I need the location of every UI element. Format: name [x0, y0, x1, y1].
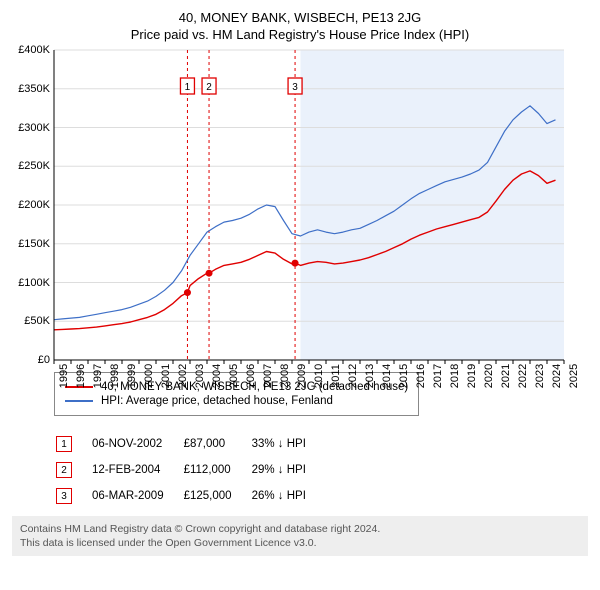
x-tick-label: 2009 [292, 364, 308, 388]
x-tick-label: 2012 [343, 364, 359, 388]
event-delta: 29% ↓ HPI [252, 458, 324, 482]
x-tick-label: 1998 [105, 364, 121, 388]
event-marker-badge: 2 [56, 462, 72, 478]
x-tick-label: 2021 [496, 364, 512, 388]
y-tick-label: £100K [18, 277, 54, 289]
x-tick-label: 2022 [513, 364, 529, 388]
x-tick-label: 2001 [156, 364, 172, 388]
y-tick-label: £250K [18, 160, 54, 172]
x-tick-label: 1996 [71, 364, 87, 388]
event-date: 06-MAR-2009 [92, 484, 182, 508]
event-price: £112,000 [184, 458, 250, 482]
x-tick-label: 1995 [54, 364, 70, 388]
y-tick-label: £50K [24, 315, 54, 327]
x-tick-label: 2010 [309, 364, 325, 388]
y-tick-label: £400K [18, 44, 54, 56]
event-marker-badge: 1 [56, 436, 72, 452]
x-tick-label: 2002 [173, 364, 189, 388]
sale-marker-1: 1 [180, 78, 194, 94]
title-line-1: 40, MONEY BANK, WISBECH, PE13 2JG [12, 10, 588, 25]
x-tick-label: 2000 [139, 364, 155, 388]
disclaimer: Contains HM Land Registry data © Crown c… [12, 516, 588, 556]
event-price: £87,000 [184, 432, 250, 456]
y-tick-label: £350K [18, 83, 54, 95]
disclaimer-line-1: Contains HM Land Registry data © Crown c… [20, 522, 580, 536]
y-tick-label: £0 [38, 354, 54, 366]
svg-text:1: 1 [185, 82, 191, 93]
x-tick-label: 2020 [479, 364, 495, 388]
x-tick-label: 2003 [190, 364, 206, 388]
svg-text:2: 2 [206, 82, 212, 93]
x-tick-label: 2016 [411, 364, 427, 388]
y-tick-label: £300K [18, 122, 54, 134]
event-row: 2 12-FEB-2004£112,00029% ↓ HPI [56, 458, 324, 482]
event-delta: 26% ↓ HPI [252, 484, 324, 508]
x-tick-label: 1999 [122, 364, 138, 388]
event-row: 3 06-MAR-2009£125,00026% ↓ HPI [56, 484, 324, 508]
x-tick-label: 2005 [224, 364, 240, 388]
event-row: 1 06-NOV-2002£87,00033% ↓ HPI [56, 432, 324, 456]
disclaimer-line-2: This data is licensed under the Open Gov… [20, 536, 580, 550]
legend-item: HPI: Average price, detached house, Fenl… [65, 395, 408, 407]
sale-marker-2: 2 [202, 78, 216, 94]
x-tick-label: 2013 [360, 364, 376, 388]
legend-swatch [65, 400, 93, 402]
x-tick-label: 2025 [564, 364, 580, 388]
event-marker-badge: 3 [56, 488, 72, 504]
x-tick-label: 2015 [394, 364, 410, 388]
chart-container: 40, MONEY BANK, WISBECH, PE13 2JG Price … [0, 0, 600, 568]
events-table: 1 06-NOV-2002£87,00033% ↓ HPI 2 12-FEB-2004… [54, 430, 326, 510]
svg-text:3: 3 [292, 82, 298, 93]
x-tick-label: 2024 [547, 364, 563, 388]
x-tick-label: 1997 [88, 364, 104, 388]
x-tick-label: 2023 [530, 364, 546, 388]
x-tick-label: 2011 [326, 364, 342, 388]
y-tick-label: £200K [18, 199, 54, 211]
event-date: 12-FEB-2004 [92, 458, 182, 482]
x-tick-label: 2014 [377, 364, 393, 388]
x-tick-label: 2006 [241, 364, 257, 388]
event-date: 06-NOV-2002 [92, 432, 182, 456]
x-tick-label: 2017 [428, 364, 444, 388]
title-line-2: Price paid vs. HM Land Registry's House … [12, 27, 588, 42]
event-price: £125,000 [184, 484, 250, 508]
x-tick-label: 2007 [258, 364, 274, 388]
x-tick-label: 2008 [275, 364, 291, 388]
y-tick-label: £150K [18, 238, 54, 250]
event-delta: 33% ↓ HPI [252, 432, 324, 456]
chart-area: £0£50K£100K£150K£200K£250K£300K£350K£400… [54, 50, 564, 360]
x-tick-label: 2018 [445, 364, 461, 388]
x-tick-label: 2019 [462, 364, 478, 388]
sale-marker-3: 3 [288, 78, 302, 94]
legend-label: HPI: Average price, detached house, Fenl… [101, 395, 333, 407]
x-tick-label: 2004 [207, 364, 223, 388]
